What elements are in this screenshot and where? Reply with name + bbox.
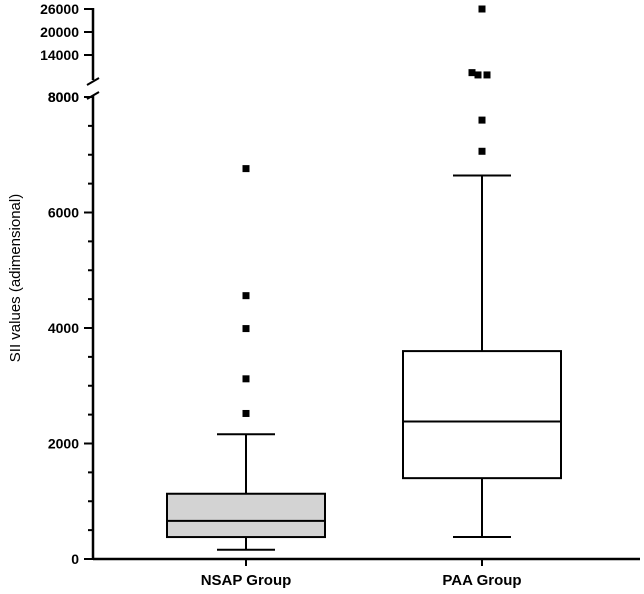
outlier-point: [242, 325, 250, 333]
outlier-point: [478, 116, 486, 124]
boxes: [166, 174, 562, 551]
outlier-point: [478, 147, 486, 155]
box-nsap-group: [166, 433, 326, 551]
outlier-point: [242, 409, 250, 417]
outliers: [242, 5, 491, 417]
x-category-label: PAA Group: [442, 572, 521, 589]
y-tick-label: 14000: [40, 47, 79, 63]
y-tick-label: 8000: [48, 89, 79, 105]
axes: [84, 8, 640, 566]
outlier-point: [474, 71, 482, 79]
y-tick-label: 4000: [48, 320, 79, 336]
y-tick-label: 6000: [48, 205, 79, 221]
y-tick-label: 0: [71, 551, 79, 567]
outlier-point: [242, 165, 250, 173]
outlier-point: [242, 375, 250, 383]
iqr-box: [402, 350, 562, 480]
outlier-point: [468, 69, 476, 77]
y-tick-label: 26000: [40, 1, 79, 17]
labels: 020004000600080008000140002000026000SII …: [7, 1, 522, 589]
axis-break-mark: [86, 77, 100, 86]
outlier-point: [483, 71, 491, 79]
box-paa-group: [402, 174, 562, 539]
y-axis-title: SII values (adimensional): [7, 194, 24, 362]
iqr-box: [166, 492, 326, 539]
y-tick-label: 20000: [40, 24, 79, 40]
x-category-label: NSAP Group: [201, 572, 292, 589]
outlier-point: [478, 5, 486, 13]
y-tick-label: 8000: [48, 89, 79, 105]
y-tick-label: 2000: [48, 436, 79, 452]
outlier-point: [242, 292, 250, 300]
